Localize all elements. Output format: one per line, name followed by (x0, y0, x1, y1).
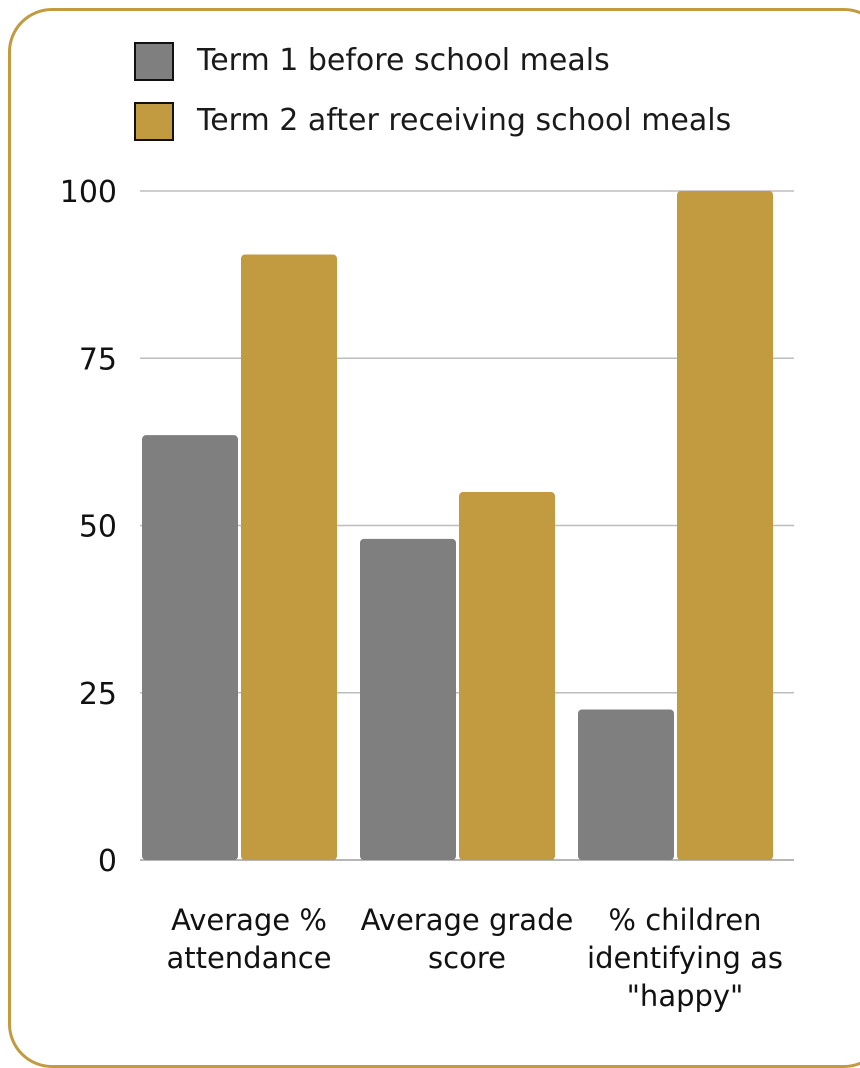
x-category-label-3: % children identifying as "happy" (587, 903, 783, 1013)
bars (142, 191, 773, 860)
bar-chart: Term 1 before school meals Term 2 after r… (60, 42, 794, 1013)
legend-swatch-2 (134, 102, 174, 141)
y-tick-label-100: 100 (60, 175, 117, 210)
legend-label-1: Term 1 before school meals (196, 43, 610, 78)
y-tick-label-75: 75 (79, 342, 117, 377)
legend-swatch-1 (134, 42, 174, 81)
bar-series1-cat3 (578, 709, 674, 860)
x-category-line: "happy" (627, 979, 744, 1013)
x-category-line: identifying as (587, 941, 783, 975)
x-category-label-1: Average % attendance (166, 903, 331, 975)
bar-series1-cat1 (142, 435, 238, 860)
bar-series2-cat3 (677, 191, 773, 860)
x-category-line: score (428, 941, 506, 975)
bar-series2-cat1 (241, 254, 337, 860)
bar-series1-cat2 (360, 538, 456, 860)
legend-label-2: Term 2 after receiving school meals (196, 103, 731, 138)
x-category-line: attendance (166, 941, 331, 975)
x-category-label-2: Average grade score (361, 903, 574, 975)
x-category-line: Average grade (361, 903, 574, 937)
y-axis-ticks: 0 25 50 75 100 (60, 175, 117, 879)
x-category-line: % children (608, 903, 761, 937)
legend: Term 1 before school meals Term 2 after r… (134, 42, 731, 141)
x-category-line: Average % (171, 903, 327, 937)
y-tick-label-0: 0 (98, 844, 117, 879)
x-axis-categories: Average % attendance Average grade score % c… (166, 903, 783, 1013)
y-tick-label-50: 50 (79, 510, 117, 545)
bar-series2-cat2 (459, 492, 555, 860)
y-tick-label-25: 25 (79, 677, 117, 712)
